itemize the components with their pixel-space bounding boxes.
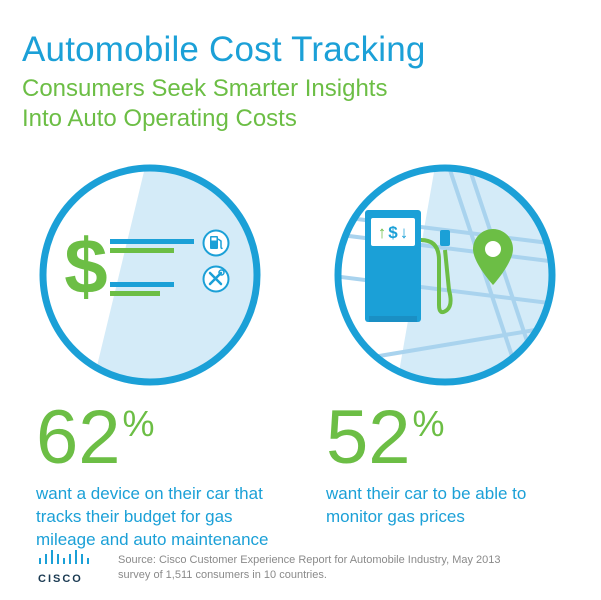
stat-gas-prices: 52% want their car to be able to monitor… bbox=[326, 400, 526, 528]
cisco-bridge-icon bbox=[39, 550, 89, 564]
stat-description-line: want their car to be able to bbox=[326, 484, 527, 503]
stat-value: 52 bbox=[326, 395, 411, 480]
page-title: Automobile Cost Tracking bbox=[22, 30, 426, 69]
subtitle-line-1: Consumers Seek Smarter Insights bbox=[22, 75, 388, 102]
stat-percent: 62% bbox=[36, 400, 269, 476]
stat-device-budget: 62% want a device on their car that trac… bbox=[36, 400, 269, 551]
source-line: Source: Cisco Customer Experience Report… bbox=[118, 554, 501, 566]
stat-value: 62 bbox=[36, 395, 121, 480]
stat-description-line: mileage and auto maintenance bbox=[36, 530, 269, 549]
stat-unit: % bbox=[122, 403, 155, 444]
cisco-wordmark: CISCO bbox=[38, 573, 83, 585]
subtitle-line-2: Into Auto Operating Costs bbox=[22, 105, 297, 132]
budget-tracker-illustration: $ bbox=[30, 155, 270, 395]
source-line: survey of 1,511 consumers in 10 countrie… bbox=[118, 569, 327, 581]
stat-description: want a device on their car that tracks t… bbox=[36, 482, 269, 551]
price-down-icon: ↓ bbox=[399, 223, 409, 242]
stat-description-line: tracks their budget for gas bbox=[36, 507, 233, 526]
pump-dollar-sign: $ bbox=[388, 223, 398, 242]
dollar-sign-icon: $ bbox=[64, 225, 107, 305]
stat-description-line: monitor gas prices bbox=[326, 507, 465, 526]
stat-unit: % bbox=[412, 403, 445, 444]
stat-description: want their car to be able to monitor gas… bbox=[326, 482, 526, 528]
source-note: Source: Cisco Customer Experience Report… bbox=[118, 553, 501, 583]
budget-bars-icon bbox=[110, 239, 194, 296]
stat-description-line: want a device on their car that bbox=[36, 484, 263, 503]
gas-pump-icon bbox=[365, 210, 453, 322]
stat-percent: 52% bbox=[326, 400, 526, 476]
svg-text:$: $ bbox=[64, 225, 107, 305]
price-up-icon: ↑ bbox=[377, 223, 387, 242]
page-subtitle: Consumers Seek Smarter Insights Into Auto… bbox=[22, 74, 387, 134]
pump-display: ↑ $ ↓ bbox=[371, 219, 415, 247]
gas-price-map-illustration: ↑ $ ↓ bbox=[325, 155, 565, 395]
map-pin-icon bbox=[473, 229, 513, 285]
tools-icon bbox=[202, 265, 230, 293]
gas-pump-icon bbox=[202, 229, 230, 257]
cisco-logo-icon: CISCO bbox=[38, 549, 98, 585]
